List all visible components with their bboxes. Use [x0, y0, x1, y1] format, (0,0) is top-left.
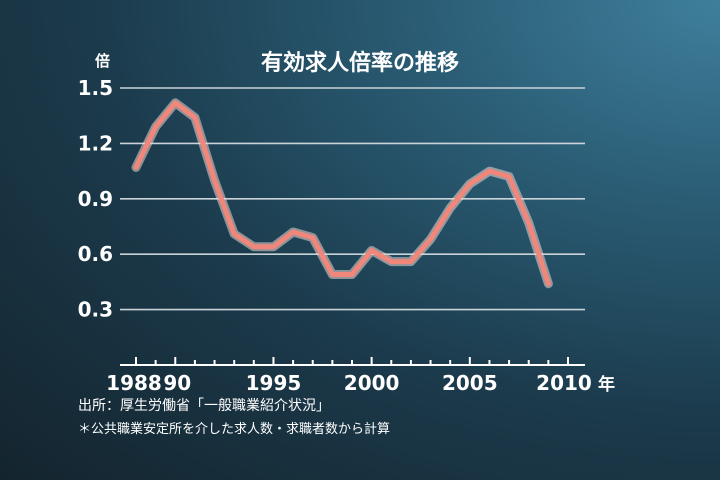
- y-axis-unit: 倍: [95, 52, 110, 70]
- x-tick-label: 90: [163, 371, 191, 395]
- x-tick-label: 2000: [344, 371, 400, 395]
- x-tick-label: 1988: [106, 371, 162, 395]
- y-tick-label: 0.9: [78, 187, 113, 211]
- y-tick-label: 0.6: [78, 242, 113, 266]
- gridlines: [120, 87, 585, 311]
- footnote: ＊公共職業安定所を介した求人数・求職者数から計算: [78, 422, 391, 437]
- x-tick-label: 2010: [536, 371, 592, 395]
- x-tick-label: 2005: [442, 371, 498, 395]
- source-note: 出所：厚生労働省「一般職業紹介状況」: [78, 398, 330, 414]
- x-axis-unit: 年: [598, 374, 615, 395]
- x-tick-label: 1995: [246, 371, 302, 395]
- y-tick-label: 1.5: [78, 76, 113, 100]
- x-ticks: 1988 90 1995 2000 2005 2010: [106, 357, 592, 395]
- y-tick-label: 1.2: [78, 131, 113, 155]
- series-employment-ratio: [131, 98, 553, 289]
- y-tick-labels: 1.5 1.2 0.9 0.6 0.3: [78, 76, 113, 322]
- chart-title: 有効求人倍率の推移: [261, 50, 459, 76]
- y-tick-label: 0.3: [78, 298, 113, 322]
- series-line: [133, 100, 551, 287]
